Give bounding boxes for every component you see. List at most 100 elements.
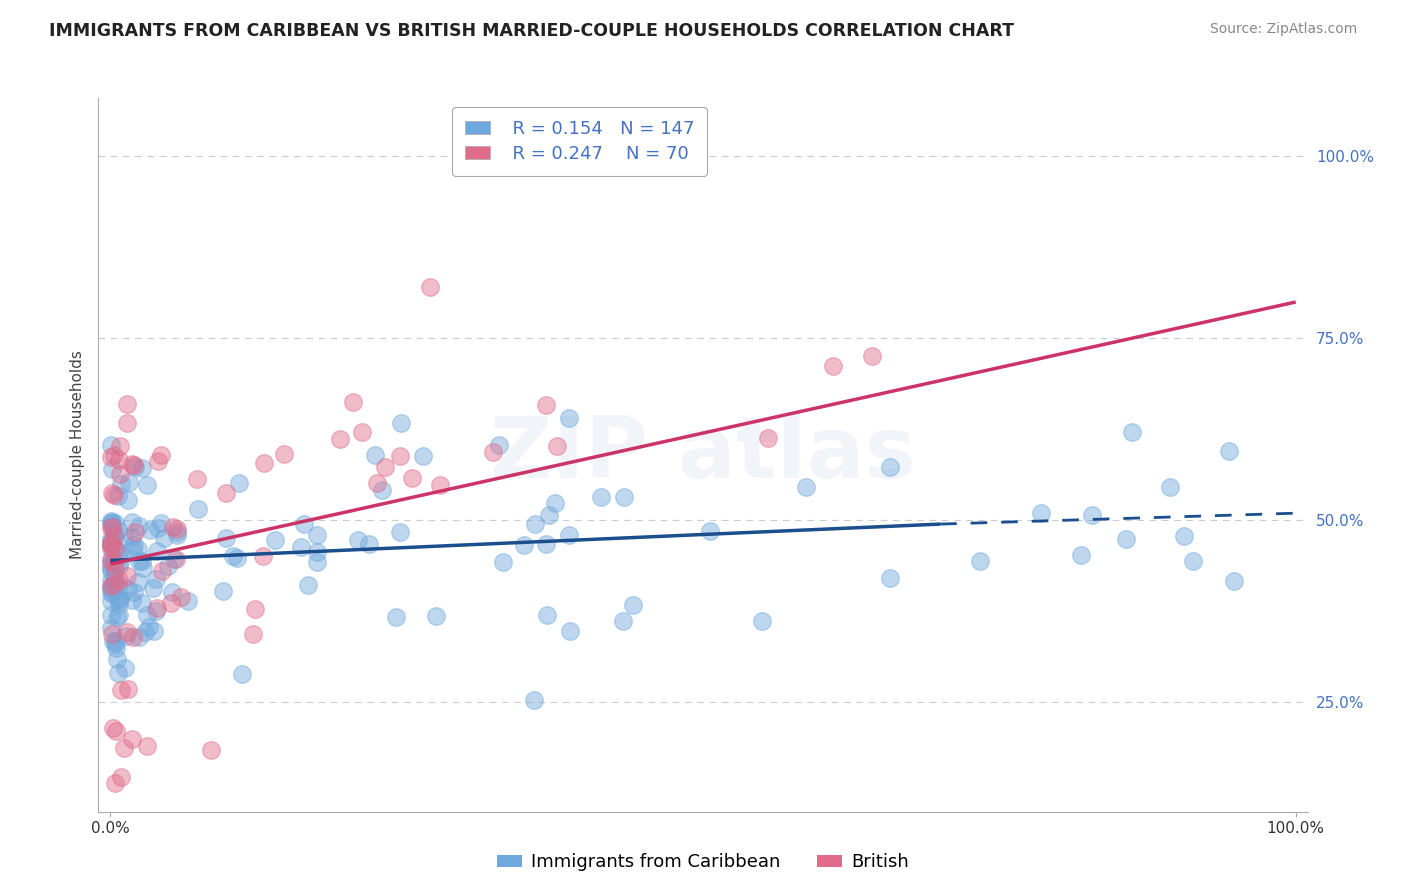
- Point: [117, 582, 139, 597]
- Point: [103, 555, 125, 569]
- Point: [879, 459, 901, 474]
- Point: [127, 542, 149, 557]
- Point: [347, 533, 370, 547]
- Point: [117, 625, 139, 640]
- Point: [200, 742, 222, 756]
- Point: [252, 549, 274, 564]
- Point: [115, 397, 138, 411]
- Point: [1173, 528, 1195, 542]
- Point: [100, 580, 122, 594]
- Point: [297, 577, 319, 591]
- Point: [290, 540, 312, 554]
- Point: [523, 516, 546, 531]
- Point: [100, 514, 122, 528]
- Point: [139, 524, 162, 538]
- Point: [145, 605, 167, 619]
- Point: [292, 516, 315, 531]
- Point: [751, 614, 773, 628]
- Point: [104, 775, 127, 789]
- Point: [108, 597, 131, 611]
- Point: [100, 585, 122, 599]
- Point: [100, 521, 122, 535]
- Point: [138, 620, 160, 634]
- Point: [329, 433, 352, 447]
- Point: [112, 741, 135, 756]
- Legend:   R = 0.154   N = 147,   R = 0.247    N = 70: R = 0.154 N = 147, R = 0.247 N = 70: [453, 107, 707, 176]
- Point: [146, 454, 169, 468]
- Point: [100, 537, 122, 551]
- Point: [105, 578, 128, 592]
- Point: [122, 631, 145, 645]
- Point: [150, 516, 173, 531]
- Point: [135, 608, 157, 623]
- Point: [215, 531, 238, 545]
- Point: [146, 521, 169, 535]
- Point: [1181, 554, 1204, 568]
- Point: [162, 520, 184, 534]
- Point: [150, 565, 173, 579]
- Point: [222, 549, 245, 563]
- Point: [364, 448, 387, 462]
- Point: [385, 610, 408, 624]
- Point: [100, 561, 122, 575]
- Point: [103, 448, 125, 462]
- Y-axis label: Married-couple Households: Married-couple Households: [69, 351, 84, 559]
- Point: [166, 522, 188, 536]
- Point: [103, 564, 125, 578]
- Point: [132, 560, 155, 574]
- Point: [100, 438, 122, 452]
- Point: [166, 528, 188, 542]
- Point: [794, 480, 817, 494]
- Point: [225, 550, 247, 565]
- Point: [242, 627, 264, 641]
- Point: [131, 554, 153, 568]
- Point: [160, 596, 183, 610]
- Point: [122, 458, 145, 472]
- Point: [110, 477, 132, 491]
- Point: [546, 439, 568, 453]
- Point: [100, 450, 122, 465]
- Point: [110, 683, 132, 698]
- Point: [215, 485, 238, 500]
- Point: [122, 543, 145, 558]
- Point: [429, 477, 451, 491]
- Point: [591, 490, 613, 504]
- Point: [342, 395, 364, 409]
- Point: [100, 461, 122, 475]
- Point: [100, 539, 122, 553]
- Point: [100, 573, 122, 587]
- Point: [100, 608, 122, 623]
- Point: [212, 584, 235, 599]
- Point: [104, 541, 127, 556]
- Point: [134, 624, 156, 639]
- Point: [425, 609, 447, 624]
- Point: [110, 771, 132, 785]
- Point: [100, 581, 122, 595]
- Point: [389, 524, 412, 539]
- Point: [117, 569, 139, 583]
- Point: [612, 614, 634, 628]
- Point: [558, 624, 581, 638]
- Point: [121, 515, 143, 529]
- Point: [1081, 508, 1104, 523]
- Point: [107, 452, 129, 467]
- Point: [142, 581, 165, 595]
- Point: [307, 528, 329, 542]
- Point: [389, 416, 412, 430]
- Point: [128, 519, 150, 533]
- Point: [103, 571, 125, 585]
- Point: [389, 450, 412, 464]
- Point: [162, 552, 184, 566]
- Point: [374, 459, 396, 474]
- Point: [101, 520, 124, 534]
- Point: [558, 410, 581, 425]
- Point: [101, 518, 124, 533]
- Point: [146, 600, 169, 615]
- Point: [100, 554, 122, 568]
- Point: [165, 552, 187, 566]
- Point: [105, 609, 128, 624]
- Point: [104, 541, 127, 555]
- Point: [121, 731, 143, 746]
- Point: [536, 608, 558, 623]
- Point: [108, 591, 131, 606]
